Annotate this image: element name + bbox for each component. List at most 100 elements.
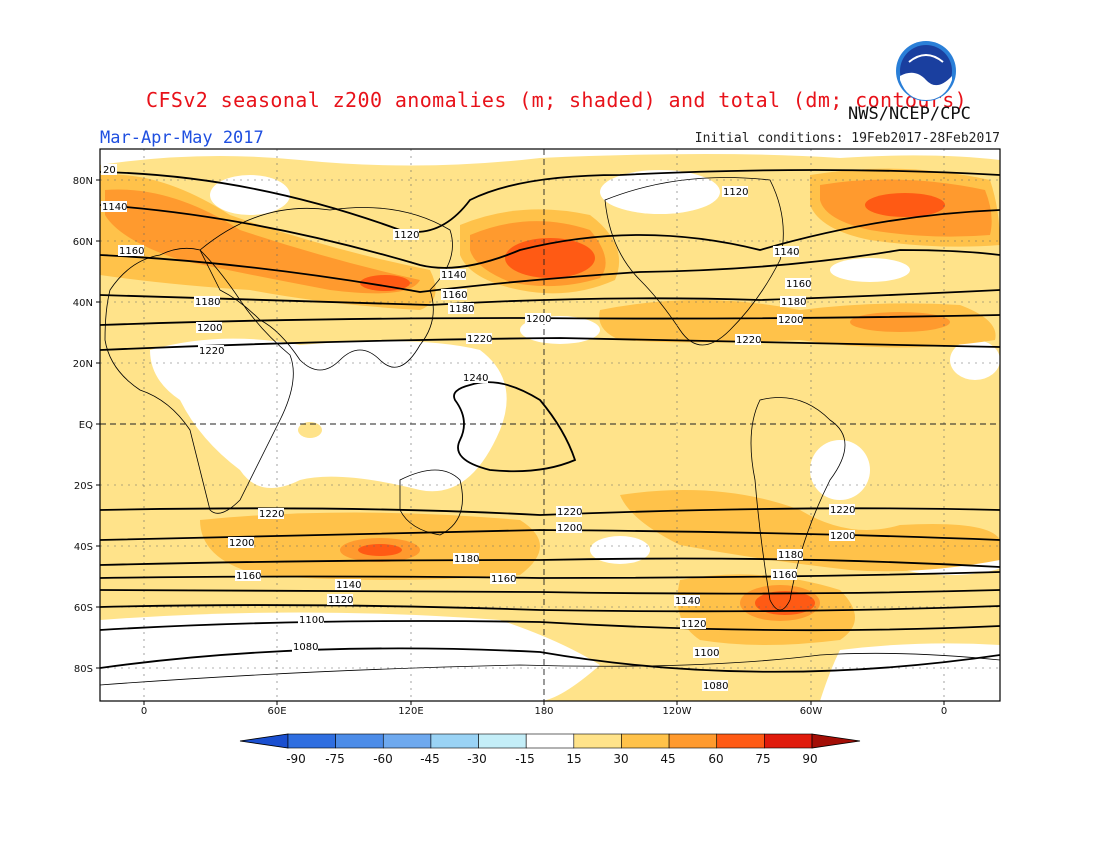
contour-label: 1240 — [463, 373, 488, 384]
anomaly-white — [590, 536, 650, 564]
colorbar-cell — [764, 733, 813, 749]
contour-1080-south — [100, 647, 1000, 673]
anomaly-shading — [100, 149, 1000, 701]
contour-label: 1120 — [723, 187, 748, 198]
contour-1140-south — [100, 589, 1000, 595]
colorbar-label: 45 — [660, 752, 675, 766]
lon-label: 60E — [267, 706, 286, 717]
noaa-logo-icon — [896, 41, 956, 101]
latitude-axis — [96, 179, 100, 669]
lat-label: 20N — [73, 359, 93, 370]
anomaly-pos60 — [360, 275, 410, 291]
lat-label: 40N — [73, 298, 93, 309]
contour-1120-south — [100, 604, 1000, 613]
coastline-south-america — [750, 397, 846, 611]
contour-label: 1200 — [778, 315, 803, 326]
contour-label: 1120 — [681, 619, 706, 630]
colorbar: -90 -75 -60 -45 -30 -15 15 30 45 60 75 9… — [239, 733, 861, 766]
contour-label: 1160 — [119, 246, 144, 257]
latitude-labels: 80N 60N 40N 20N EQ 20S 40S 60S 80S — [73, 176, 93, 675]
contour-1160-south — [100, 571, 1000, 579]
colorbar-label: -45 — [420, 752, 440, 766]
contour-label: 1220 — [467, 334, 492, 345]
contour-label: 1140 — [675, 596, 700, 607]
contour-labels: 20 1140 1160 1180 1200 1220 1120 1140 11… — [101, 164, 855, 692]
contour-1180-south — [100, 557, 1000, 568]
lon-label: 180 — [534, 706, 553, 717]
contour-label: 1100 — [299, 615, 324, 626]
anomaly-white-antarctic — [820, 643, 1000, 701]
map-frame — [99, 148, 1001, 702]
anomaly-white — [950, 340, 1000, 380]
lat-label: 20S — [74, 481, 93, 492]
agency-label: NWS/NCEP/CPC — [848, 104, 971, 124]
colorbar-label: 75 — [755, 752, 770, 766]
contour-label: 1200 — [526, 314, 551, 325]
colorbar-label: 15 — [566, 752, 581, 766]
colorbar-label: -15 — [515, 752, 535, 766]
colorbar-cells — [287, 733, 813, 749]
figure-title: CFSv2 seasonal z200 anomalies (m; shaded… — [146, 88, 968, 112]
equator-dateline — [100, 149, 1000, 701]
contour-label: 1160 — [786, 279, 811, 290]
contour-label: 1160 — [442, 290, 467, 301]
colorbar-arrow-right — [811, 733, 861, 749]
lon-label: 120E — [398, 706, 423, 717]
longitude-axis — [143, 701, 945, 705]
contour-label: 1160 — [491, 574, 516, 585]
season-label: Mar-Apr-May 2017 — [100, 128, 264, 148]
colorbar-cell — [716, 733, 765, 749]
anomaly-white — [830, 258, 910, 282]
lon-label: 60W — [800, 706, 823, 717]
contour-1200-south — [100, 529, 1000, 541]
colorbar-label: -90 — [286, 752, 306, 766]
contour-label: 1080 — [703, 681, 728, 692]
contour-label: 1160 — [236, 571, 261, 582]
contour-1120 — [100, 169, 1000, 233]
anomaly-pos60 — [865, 193, 945, 217]
colorbar-label: 30 — [613, 752, 628, 766]
contour-label: 1220 — [199, 346, 224, 357]
lat-label: 40S — [74, 542, 93, 553]
contour-label: 1140 — [774, 247, 799, 258]
anomaly-white-indian — [150, 338, 507, 492]
colorbar-label: -30 — [467, 752, 487, 766]
colorbar-cell — [573, 733, 622, 749]
contour-1200 — [100, 314, 1000, 326]
anomaly-pos45 — [105, 189, 420, 294]
contour-label: 1200 — [830, 531, 855, 542]
contour-1140 — [100, 204, 1000, 269]
lat-label: 80N — [73, 176, 93, 187]
contour-1180 — [100, 289, 1000, 306]
lat-label: 60S — [74, 603, 93, 614]
contour-label: 1160 — [772, 570, 797, 581]
colorbar-label: 60 — [708, 752, 723, 766]
contour-label: 1220 — [830, 505, 855, 516]
lat-label: EQ — [79, 420, 93, 431]
initial-conditions-label: Initial conditions: 19Feb2017-28Feb2017 — [694, 131, 1000, 146]
contour-label: 1120 — [328, 595, 353, 606]
contour-1100-south — [100, 620, 1000, 632]
contour-label: 1200 — [197, 323, 222, 334]
anomaly-pos45 — [850, 312, 950, 332]
lon-label: 0 — [141, 706, 147, 717]
contour-1220-south — [100, 507, 1000, 516]
colorbar-label: -60 — [373, 752, 393, 766]
contour-label: 1220 — [557, 507, 582, 518]
contour-label: 1220 — [736, 335, 761, 346]
graticule — [100, 149, 1000, 701]
anomaly-white — [810, 440, 870, 500]
longitude-labels: 0 60E 120E 180 120W 60W 0 — [141, 706, 947, 717]
colorbar-cell — [430, 733, 479, 749]
anomaly-white — [210, 175, 290, 215]
anomaly-pos60 — [755, 591, 815, 615]
colorbar-cell — [382, 733, 432, 749]
lat-label: 60N — [73, 237, 93, 248]
contour-label: 1140 — [441, 270, 466, 281]
contour-label: 1100 — [694, 648, 719, 659]
contour-label: 1080 — [293, 642, 318, 653]
colorbar-cell — [335, 733, 384, 749]
colorbar-cell — [287, 733, 336, 749]
colorbar-label: -75 — [325, 752, 345, 766]
coastline-eurasia — [199, 207, 453, 371]
